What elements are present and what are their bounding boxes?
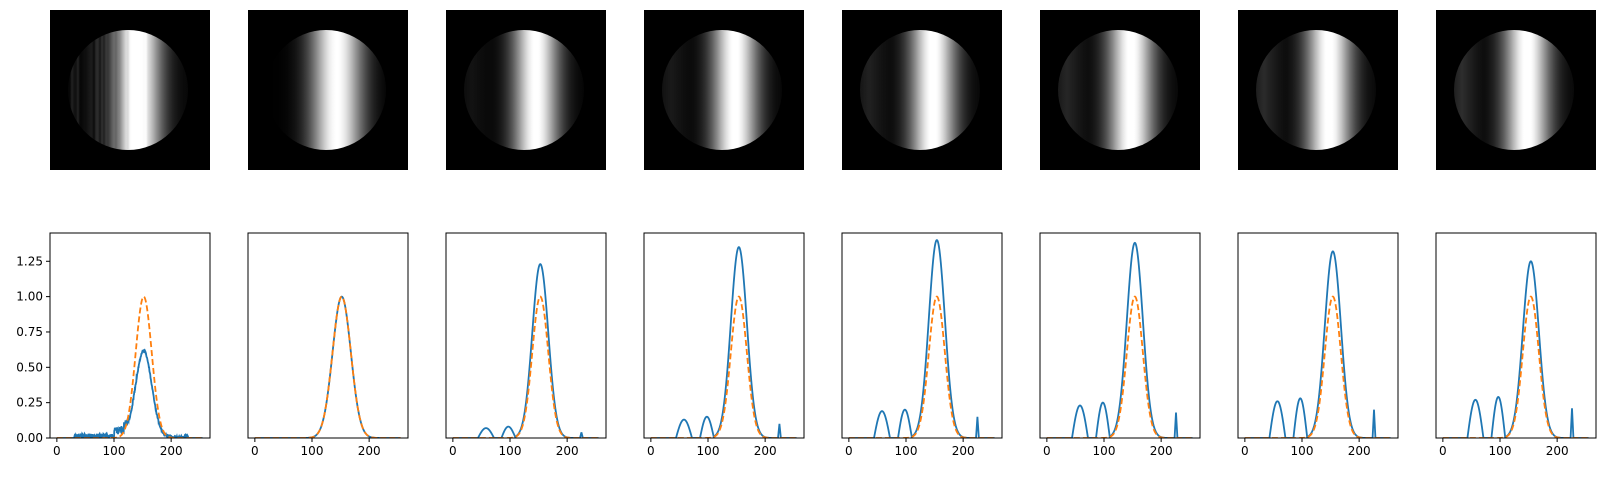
x-tick-label: 100 [103,444,126,458]
x-tick-label: 0 [449,444,457,458]
profile-plot-2: 0 100 200 [247,232,409,458]
y-tick-label: 1.00 [16,290,43,304]
beam-image-8 [1436,10,1596,170]
x-tick-label: 0 [1241,444,1249,458]
aperture-disk [1256,30,1376,150]
measured-profile-line [1046,241,1193,438]
beam-image-2 [248,10,408,170]
x-tick-label: 100 [1489,444,1512,458]
y-tick-label: 0.25 [16,396,43,410]
beam-image-7 [1238,10,1398,170]
y-tick-label: 0.50 [16,360,43,374]
reference-gaussian-line [848,295,995,438]
aperture-disk [1058,30,1178,150]
reference-gaussian-line [452,295,599,438]
x-tick-label: 100 [499,444,522,458]
x-tick-label: 100 [301,444,324,458]
profile-plot-1: 0 100 200 0.00 0.25 0.50 0.75 1.00 1.25 [16,232,211,458]
beam-image-1 [50,10,210,170]
x-tick-label: 100 [1093,444,1116,458]
reference-gaussian-line [650,295,797,438]
aperture-disk [662,30,782,150]
y-tick-label: 0.00 [16,431,43,445]
aperture-disk [464,30,584,150]
beam-image-4 [644,10,804,170]
aperture-disk [68,30,188,150]
plot-frame [841,232,1003,439]
profile-plot-4: 0 100 200 [643,232,805,458]
beam-image-6 [1040,10,1200,170]
x-tick-label: 200 [358,444,381,458]
plot-frame [445,232,607,439]
plot-frame [49,232,211,439]
x-tick-label: 0 [1043,444,1051,458]
reference-gaussian-line [254,295,401,438]
plot-frame [247,232,409,439]
aperture-disk [860,30,980,150]
x-tick-label: 200 [1546,444,1569,458]
plot-frame [1039,232,1201,439]
x-tick-label: 200 [754,444,777,458]
reference-gaussian-line [1442,295,1589,438]
profile-plot-3: 0 100 200 [445,232,607,458]
profile-plot-6: 0 100 200 [1039,232,1201,458]
x-tick-label: 200 [1150,444,1173,458]
beam-image-5 [842,10,1002,170]
x-tick-label: 0 [251,444,259,458]
x-tick-label: 200 [160,444,183,458]
plot-frame [1435,232,1597,439]
x-tick-label: 200 [556,444,579,458]
x-tick-label: 0 [53,444,61,458]
reference-gaussian-line [1046,295,1193,438]
measured-profile-line [254,295,401,438]
plot-row: 0 100 200 0.00 0.25 0.50 0.75 1.00 1.25 0 100 200 0 1… [16,232,1597,458]
x-tick-label: 0 [647,444,655,458]
profile-plot-5: 0 100 200 [841,232,1003,458]
profile-plot-7: 0 100 200 [1237,232,1399,458]
x-tick-label: 100 [1291,444,1314,458]
beam-image-3 [446,10,606,170]
measured-profile-line [848,239,995,438]
y-tick-label: 1.25 [16,254,43,268]
aperture-disk [1454,30,1574,150]
x-tick-label: 100 [895,444,918,458]
x-tick-label: 100 [697,444,720,458]
plot-frame [1237,232,1399,439]
profile-plot-8: 0 100 200 [1435,232,1597,458]
y-tick-label: 0.75 [16,325,43,339]
plot-frame [643,232,805,439]
measured-profile-line [56,348,203,438]
reference-gaussian-line [1244,295,1391,438]
image-row [50,10,1596,170]
x-tick-label: 0 [845,444,853,458]
x-tick-label: 200 [1348,444,1371,458]
aperture-disk [266,30,386,150]
x-tick-label: 0 [1439,444,1447,458]
x-tick-label: 200 [952,444,975,458]
